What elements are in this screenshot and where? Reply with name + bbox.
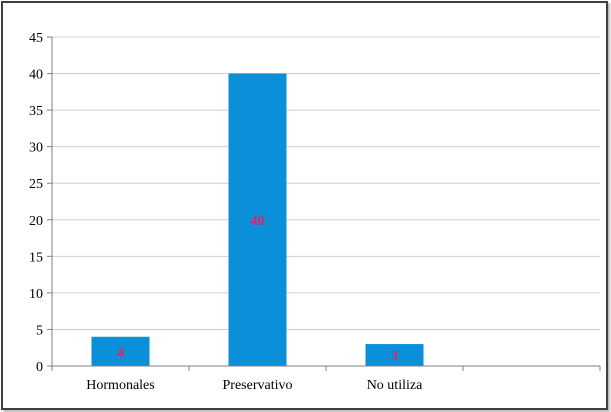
data-label: 3 [391, 349, 398, 364]
labels: 0 5 10 15 20 25 30 35 40 45 Hormonales 4 Preservativ… [29, 31, 423, 393]
bars [91, 73, 424, 367]
axes [47, 36, 601, 371]
y-tick-label: 25 [29, 177, 43, 192]
data-label: 4 [117, 345, 124, 360]
y-tick-label: 5 [36, 323, 43, 338]
y-tick-label: 40 [29, 68, 43, 83]
y-tick-label: 20 [29, 214, 43, 229]
y-tick-label: 30 [29, 141, 43, 156]
x-category-label: Preservativo [223, 378, 293, 393]
y-tick-label: 0 [36, 360, 43, 375]
gridlines [52, 36, 600, 330]
x-category-label: No utiliza [367, 378, 423, 393]
bar-preservativo [228, 73, 287, 367]
y-tick-label: 10 [29, 287, 43, 302]
bar-no-utiliza [365, 344, 424, 366]
bar-hormonales [91, 336, 150, 366]
x-category-label: Hormonales [86, 378, 154, 393]
y-tick-label: 45 [29, 31, 43, 46]
y-tick-label: 35 [29, 104, 43, 119]
data-label: 40 [251, 214, 265, 229]
y-tick-label: 15 [29, 250, 43, 265]
